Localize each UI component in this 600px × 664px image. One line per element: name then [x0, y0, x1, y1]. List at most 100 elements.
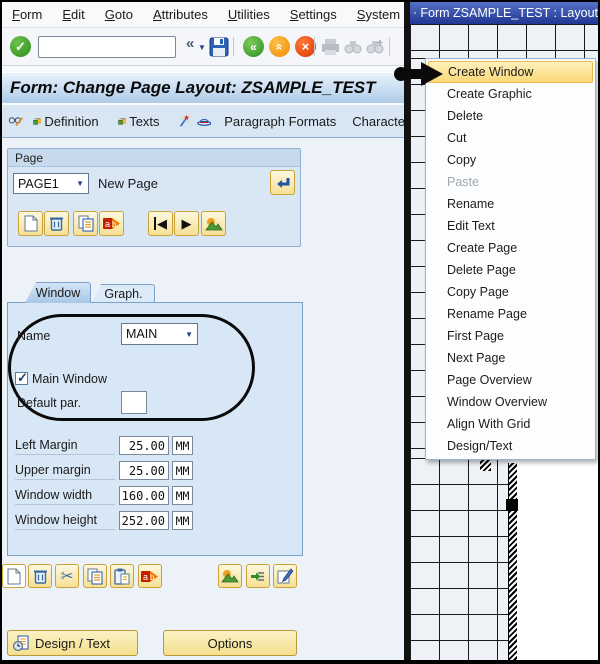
next-page-button[interactable]: ▶: [174, 211, 199, 236]
exit-button[interactable]: «: [269, 36, 290, 57]
rename-ab-icon: a b: [141, 570, 158, 582]
application-toolbar: Definition Texts Paragraph Formats Chara…: [2, 105, 405, 138]
chevron-down-icon: ▼: [76, 179, 84, 188]
tab-window[interactable]: Window: [25, 282, 91, 303]
jump-back-button[interactable]: [270, 170, 295, 195]
collapse-icon[interactable]: «: [186, 35, 195, 52]
context-menu-item-align-with-grid[interactable]: Align With Grid: [447, 417, 531, 432]
paragraph-formats-button[interactable]: Paragraph Formats: [224, 113, 337, 129]
layout-window-titlebar: Form ZSAMPLE_TEST : Layout: [410, 2, 598, 24]
back-button[interactable]: «: [243, 36, 264, 57]
left-margin-input[interactable]: 25.00: [119, 436, 169, 455]
context-menu-item-page-overview[interactable]: Page Overview: [447, 373, 532, 388]
find-next-icon[interactable]: [366, 38, 384, 56]
annotation-oval: [8, 314, 255, 421]
window-width-unit[interactable]: MM: [172, 486, 193, 505]
context-menu-item-copy[interactable]: Copy: [447, 153, 477, 168]
upper-margin-input[interactable]: 25.00: [119, 461, 169, 480]
window-width-input[interactable]: 160.00: [119, 486, 169, 505]
page-select[interactable]: PAGE1 ▼: [13, 173, 89, 194]
delete-page-button[interactable]: [44, 211, 69, 236]
upper-margin-label: Upper margin: [15, 463, 115, 480]
window-icon: [414, 11, 417, 15]
definition-button[interactable]: Definition: [44, 113, 99, 129]
enter-button[interactable]: ✓: [10, 36, 31, 57]
cut-button[interactable]: ✂: [55, 564, 79, 588]
context-menu-item-delete[interactable]: Delete: [447, 109, 484, 124]
page-overview-button[interactable]: [201, 211, 226, 236]
context-menu-item-copy-page[interactable]: Copy Page: [447, 285, 509, 300]
rename-button[interactable]: a b: [138, 564, 162, 588]
options-button[interactable]: Options: [163, 630, 297, 656]
svg-text:b: b: [150, 573, 155, 582]
create-window-button[interactable]: [2, 564, 26, 588]
context-menu-item-create-window[interactable]: Create Window: [428, 61, 593, 84]
edit-text-button[interactable]: [273, 564, 297, 588]
texts-button[interactable]: Texts: [129, 113, 160, 129]
context-menu-item-rename[interactable]: Rename: [447, 197, 495, 212]
menu-item-goto[interactable]: Goto: [104, 7, 133, 22]
context-menu-item-delete-page[interactable]: Delete Page: [447, 263, 516, 278]
context-menu: Create Window Create Graphic Delete Cut …: [425, 58, 596, 460]
create-page-button[interactable]: [18, 211, 43, 236]
upper-margin-unit[interactable]: MM: [172, 461, 193, 480]
texts-icon[interactable]: [117, 114, 127, 128]
cancel-button[interactable]: ×: [295, 36, 316, 57]
main-content: Page PAGE1 ▼ New Page: [2, 138, 405, 660]
context-menu-item-design-text[interactable]: Design/Text: [447, 439, 513, 454]
menu-item-utilities[interactable]: Utilities: [227, 7, 270, 22]
menu-item-attributes[interactable]: Attributes: [152, 7, 208, 22]
left-margin-unit[interactable]: MM: [172, 436, 193, 455]
context-menu-item-cut[interactable]: Cut: [447, 131, 467, 146]
context-menu-item-next-page[interactable]: Next Page: [447, 351, 506, 366]
context-menu-item-first-page[interactable]: First Page: [447, 329, 504, 344]
copy-button[interactable]: [83, 564, 107, 588]
default-par-input[interactable]: [121, 391, 147, 414]
find-icon[interactable]: [344, 38, 362, 56]
copy-page-button[interactable]: [73, 211, 98, 236]
page-select-value: PAGE1: [18, 176, 59, 191]
window-height-unit[interactable]: MM: [172, 511, 193, 530]
command-field[interactable]: ▼: [38, 36, 206, 58]
window-name-select[interactable]: MAIN ▼: [121, 323, 198, 345]
layout-grid[interactable]: [410, 458, 510, 660]
delete-window-button[interactable]: [28, 564, 52, 588]
context-menu-item-edit-text[interactable]: Edit Text: [447, 219, 495, 234]
context-menu-item-create-graphic[interactable]: Create Graphic: [447, 87, 532, 102]
overview-button[interactable]: [218, 564, 242, 588]
toolbar-separator: [233, 37, 234, 56]
selection-handle[interactable]: [506, 499, 518, 511]
rename-page-button[interactable]: a b: [99, 211, 124, 236]
new-document-icon: [24, 215, 37, 232]
svg-text:a: a: [143, 572, 148, 582]
chevron-down-icon[interactable]: ▼: [198, 42, 206, 52]
first-page-button[interactable]: ◀: [148, 211, 173, 236]
main-window-checkbox[interactable]: [15, 370, 28, 386]
menu-item-settings[interactable]: Settings: [289, 7, 337, 22]
context-menu-item-rename-page[interactable]: Rename Page: [447, 307, 527, 322]
save-icon[interactable]: [208, 36, 230, 58]
context-menu-item-create-page[interactable]: Create Page: [447, 241, 518, 256]
layout-grid[interactable]: [410, 24, 598, 58]
tab-graph[interactable]: Graph.: [92, 284, 155, 303]
definition-icon[interactable]: [33, 114, 42, 128]
context-menu-item-window-overview[interactable]: Window Overview: [447, 395, 548, 410]
character-formats-button[interactable]: Characte: [352, 113, 405, 129]
design-text-button[interactable]: Design / Text: [7, 630, 138, 656]
style-hat-icon[interactable]: [196, 112, 212, 130]
command-input[interactable]: [39, 38, 194, 56]
wand-icon[interactable]: [178, 111, 189, 131]
menu-item-form[interactable]: Form: [12, 7, 43, 22]
display-change-icon[interactable]: [8, 112, 24, 130]
menu-item-system[interactable]: System: [356, 7, 401, 22]
tab-window-label: Window: [35, 286, 81, 300]
window-height-input[interactable]: 252.00: [119, 511, 169, 530]
svg-text:b: b: [112, 220, 117, 229]
menu-item-edit[interactable]: Edit: [62, 7, 85, 22]
paste-button[interactable]: [110, 564, 134, 588]
transfer-button[interactable]: [246, 564, 270, 588]
layout-window: Form ZSAMPLE_TEST : Layout Create Window…: [410, 2, 598, 660]
print-icon[interactable]: [321, 38, 340, 56]
page-title: Form: Change Page Layout: ZSAMPLE_TEST: [10, 78, 376, 97]
window-tab-panel: Name MAIN ▼ Main Window Default par. Lef…: [7, 302, 303, 556]
